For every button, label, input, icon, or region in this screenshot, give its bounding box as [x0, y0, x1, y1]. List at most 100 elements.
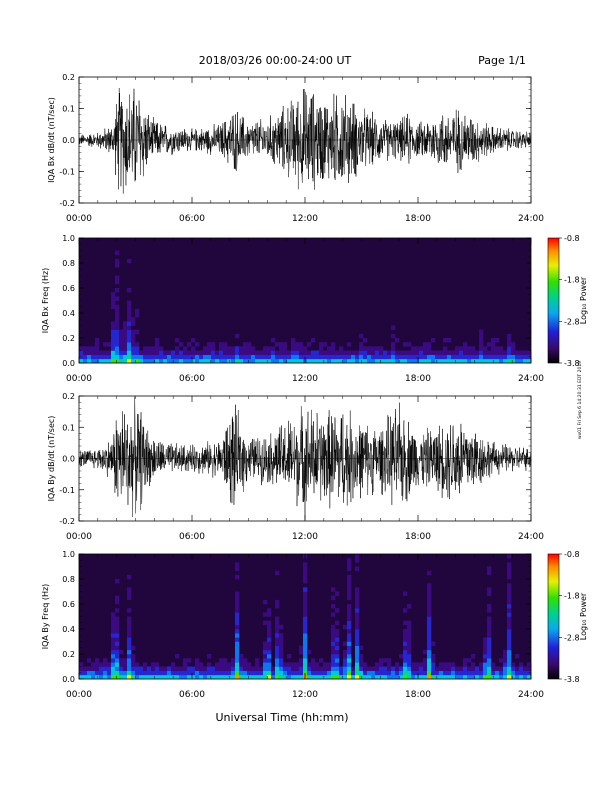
spectrogram-cell [347, 654, 352, 659]
spectrogram-cell [115, 358, 120, 364]
spectrogram-cell [303, 620, 308, 626]
spectrogram-cell [451, 674, 456, 680]
spectrogram-cell [343, 358, 348, 364]
spectrogram-cell [423, 346, 428, 351]
spectrogram-cell [319, 658, 324, 663]
x-tick-label: 12:00 [292, 690, 318, 700]
spectrogram-cell [311, 338, 316, 343]
spectrogram-cell [407, 629, 412, 634]
spectrogram-cell [343, 658, 348, 663]
spectrogram-cell [407, 358, 412, 364]
spectrogram-cell [167, 674, 172, 680]
spectrogram-cell [519, 350, 524, 355]
spectrogram-cell [335, 662, 340, 667]
spectrogram-cell [315, 354, 320, 360]
x-tick-label: 18:00 [405, 214, 431, 224]
spectrogram-cell [423, 666, 428, 671]
spectrogram-cell [375, 346, 380, 351]
spectrogram-cell [223, 358, 228, 364]
spectrogram-cell [407, 624, 412, 630]
colorbar-tick-label: -2.8 [564, 633, 580, 642]
spectrogram-cell [347, 604, 352, 609]
y-tick-label: 0.2 [62, 650, 75, 659]
spectrogram-cell [391, 670, 396, 676]
spectrogram-cell [403, 654, 408, 659]
spectrogram-cell [219, 662, 224, 667]
x-tick-label: 12:00 [292, 532, 318, 542]
spectrogram-cell [215, 358, 220, 364]
spectrogram-cell [299, 346, 304, 351]
x-tick-label: 00:00 [66, 374, 92, 384]
spectrogram-cell [155, 346, 160, 351]
spectrogram-cell [507, 599, 512, 605]
spectrogram-cell [331, 595, 336, 601]
spectrogram-cell [127, 654, 132, 659]
spectrogram-cell [339, 358, 344, 364]
spectrogram-cell [303, 346, 308, 351]
spectrogram-cell [275, 662, 280, 667]
spectrogram-cell [527, 674, 532, 680]
spectrogram-cell [327, 350, 332, 355]
spectrogram-cell [263, 620, 268, 626]
spectrogram-cell [131, 338, 136, 343]
spectrogram-cell [351, 358, 356, 364]
spectrogram-cell [263, 662, 268, 667]
spectrogram-cell [87, 674, 92, 680]
spectrogram-cell [439, 662, 444, 667]
spectrogram-cell [507, 354, 512, 360]
spectrogram-cell [527, 358, 532, 364]
spectrogram-cell [115, 649, 120, 655]
spectrogram-cell [423, 649, 428, 655]
spectrogram-cell [211, 666, 216, 671]
spectrogram-cell [127, 674, 132, 680]
spectrogram-cell [287, 654, 292, 659]
spectrogram-cell [119, 662, 124, 667]
spectrogram-cell [303, 599, 308, 605]
spectrogram-cell [475, 354, 480, 360]
spectrogram-cell [347, 562, 352, 567]
spectrogram-cell [151, 674, 156, 680]
spectrogram-cell [155, 354, 160, 360]
spectrogram-cell [355, 624, 360, 630]
spectrogram-cell [143, 354, 148, 360]
x-tick-label: 24:00 [518, 532, 544, 542]
spectrogram-cell [455, 346, 460, 351]
spectrogram-cell [235, 641, 240, 646]
spectrogram-cell [411, 350, 416, 355]
spectrogram-cell [419, 662, 424, 667]
spectrogram-cell [403, 591, 408, 596]
spectrogram-cell [123, 674, 128, 680]
spectrogram-cell [131, 658, 136, 663]
spectrogram-cell [415, 674, 420, 680]
spectrogram-cell [147, 358, 152, 364]
spectrogram-cell [319, 342, 324, 347]
spectrogram-cell [127, 587, 132, 592]
spectrogram-cell [479, 338, 484, 343]
spectrogram-cell [507, 562, 512, 567]
spectrogram-cell [131, 329, 136, 335]
spectrogram-cell [475, 674, 480, 680]
spectrogram-cell [343, 350, 348, 355]
spectrogram-cell [415, 346, 420, 351]
spectrogram-cell [367, 674, 372, 680]
spectrogram-cell [355, 595, 360, 601]
spectrogram-cell [95, 358, 100, 364]
spectrogram-cell [275, 354, 280, 360]
spectrogram-cell [323, 350, 328, 355]
spectrogram-cell [127, 354, 132, 360]
y-tick-label: 0.0 [62, 455, 75, 464]
spectrogram-cell [135, 354, 140, 360]
spectrogram-cell [443, 354, 448, 360]
spectrogram-cell [123, 354, 128, 360]
spectrogram-cell [487, 354, 492, 360]
spectrogram-cell [455, 670, 460, 676]
spectrogram-cell [151, 346, 156, 351]
spectrogram-cell [115, 666, 120, 671]
spectrogram-cell [323, 354, 328, 360]
spectrogram-cell [155, 670, 160, 676]
spectrogram-cell [347, 358, 352, 364]
spectrogram-cell [207, 346, 212, 351]
spectrogram-cell [115, 250, 120, 255]
spectrogram-cell [479, 666, 484, 671]
spectrogram-cell [83, 354, 88, 360]
